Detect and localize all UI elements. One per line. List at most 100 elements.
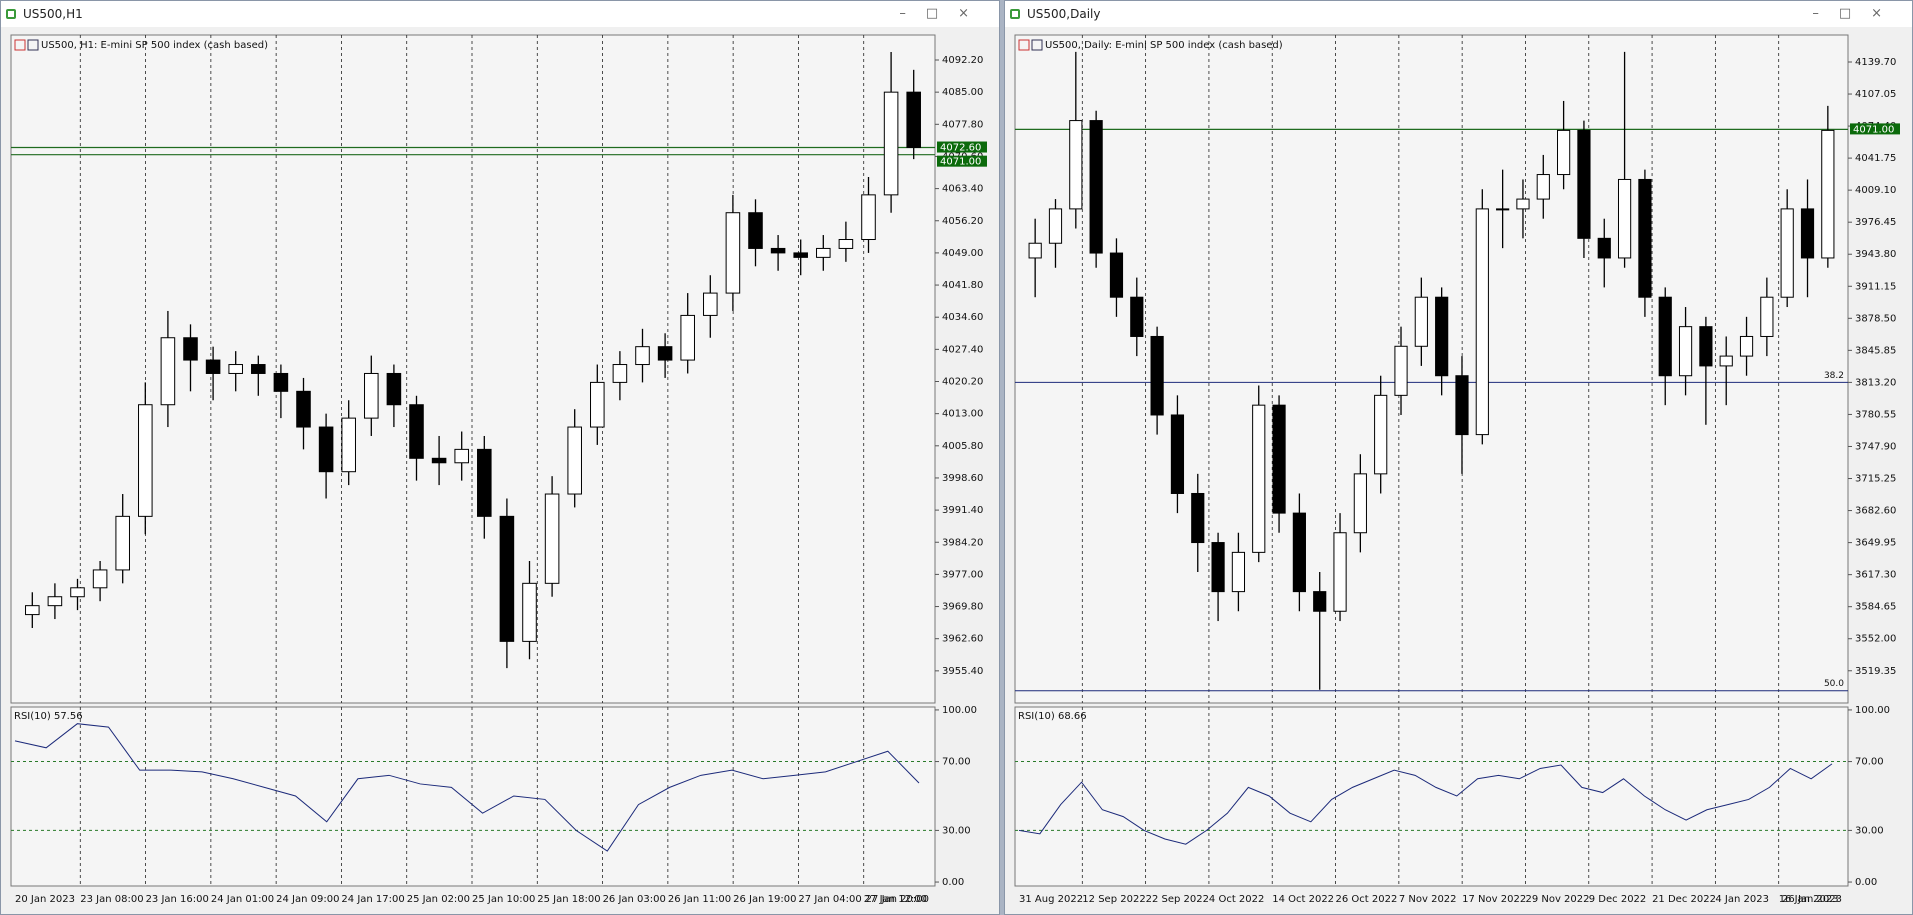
candle-body — [160, 337, 176, 406]
candle-body — [906, 91, 921, 149]
candle-body — [92, 569, 108, 589]
time-label: 25 Jan 02:00 — [407, 894, 470, 905]
candle-body — [1028, 242, 1042, 259]
window-title: US500,H1 — [23, 7, 83, 21]
y-tick-label: 4020.20 — [942, 377, 983, 388]
rsi-label: RSI(10) 57.56 — [14, 711, 83, 722]
candle-body — [1150, 335, 1164, 416]
candle-body — [816, 247, 831, 258]
candle-body — [612, 364, 628, 383]
chart-header: US500, H1: E-mini SP 500 index (cash bas… — [41, 40, 268, 51]
time-label: 25 Jan 18:00 — [537, 894, 600, 905]
fibo-label: 38.2 — [1824, 371, 1844, 381]
time-label: 14 Oct 2022 — [1272, 894, 1334, 905]
candle-body — [1272, 404, 1286, 514]
header-icon — [14, 39, 26, 51]
rsi-pane — [1014, 706, 1849, 887]
window: US500,Daily –□× 31 Aug 2022 12 Sep 2022 22 … — [1004, 0, 1913, 915]
time-label: 26 Jan 03:00 — [603, 894, 666, 905]
candle-body — [1455, 375, 1469, 436]
candle-body — [499, 515, 515, 642]
window-buttons[interactable]: –□× — [1812, 6, 1902, 21]
y-tick-label: 3715.25 — [1855, 474, 1896, 485]
candle-body — [1211, 542, 1225, 593]
price-level-box — [937, 155, 987, 167]
candle-body — [1719, 355, 1733, 367]
candle-body — [770, 247, 786, 254]
candle-body — [1353, 473, 1367, 534]
candle-body — [477, 448, 492, 517]
candle-body — [1414, 296, 1428, 347]
candle-body — [205, 359, 221, 374]
candle-body — [680, 314, 695, 361]
candle-body — [1374, 394, 1388, 475]
candle-body — [183, 337, 198, 361]
candle-body — [1557, 129, 1571, 176]
candle-body — [228, 364, 243, 374]
time-label: 31 Aug 2022 — [1019, 894, 1083, 905]
title-bar[interactable]: US500,Daily –□× — [1005, 1, 1912, 27]
candle-body — [1089, 120, 1103, 254]
price-level-box — [937, 141, 987, 153]
candle-body — [115, 515, 130, 571]
fibo-label: 50.0 — [1824, 679, 1844, 689]
candle-body — [793, 252, 808, 258]
rsi-tick-label: 0.00 — [1855, 877, 1877, 888]
rsi-tick-label: 100.00 — [942, 705, 977, 716]
candle-body — [1394, 345, 1408, 396]
window-title: US500,Daily — [1027, 7, 1101, 21]
y-tick-label: 3962.60 — [942, 634, 983, 645]
window: US500,H1 –□× 20 Jan 2023 23 Jan 08:00 23 Ja… — [0, 0, 1000, 915]
window-buttons[interactable]: –□× — [899, 6, 989, 21]
candle-body — [1252, 404, 1266, 553]
time-label: 9 Dec 2022 — [1589, 894, 1647, 905]
rsi-line — [14, 723, 920, 852]
title-bar[interactable]: US500,H1 –□× — [1, 1, 999, 27]
time-label: 26 Jan 11:00 — [668, 894, 731, 905]
candle-body — [1191, 492, 1205, 544]
rsi-pane — [10, 706, 936, 887]
y-tick-label: 4009.10 — [1855, 185, 1896, 196]
y-tick-label: 4056.20 — [942, 216, 983, 227]
price-level-label: 4071.00 — [1853, 124, 1894, 135]
candle-body — [1821, 129, 1835, 259]
price-level-label: 4072.60 — [940, 143, 981, 154]
y-tick-label: 3519.35 — [1855, 666, 1896, 677]
rsi-label: RSI(10) 68.66 — [1018, 711, 1087, 722]
candle-body — [1760, 296, 1774, 337]
candle-body — [725, 212, 741, 294]
time-label: 26 Jan 19:00 — [733, 894, 796, 905]
time-label: 12 Sep 2022 — [1082, 894, 1145, 905]
candle-body — [657, 346, 673, 361]
candle-body — [454, 448, 469, 464]
y-tick-label: 3617.30 — [1855, 570, 1896, 581]
candle-body — [1536, 174, 1550, 200]
rsi-tick-label: 30.00 — [1855, 825, 1884, 836]
candle-body — [590, 381, 605, 428]
time-label: 24 Jan 01:00 — [211, 894, 274, 905]
candle-body — [1658, 296, 1672, 377]
candle-body — [1699, 326, 1713, 367]
candle-body — [1292, 512, 1306, 593]
y-tick-label: 3984.20 — [942, 537, 983, 548]
time-label: 21 Dec 2022 — [1652, 894, 1716, 905]
y-tick-label: 4027.40 — [942, 344, 983, 355]
y-tick-label: 3845.85 — [1855, 345, 1896, 356]
y-tick-label: 3943.80 — [1855, 249, 1896, 260]
candle-body — [1069, 120, 1083, 210]
candle-body — [273, 372, 289, 392]
candle-body — [1048, 208, 1063, 244]
y-tick-label: 3911.15 — [1855, 281, 1896, 292]
y-tick-label: 4049.00 — [942, 248, 983, 259]
candle-body — [431, 457, 447, 464]
y-tick-label: 3747.90 — [1855, 441, 1896, 452]
candle-body — [522, 582, 537, 642]
candle-body — [1231, 551, 1246, 593]
y-tick-label: 3878.50 — [1855, 313, 1896, 324]
chart: 20 Jan 2023 23 Jan 08:00 23 Jan 16:00 24 Ja… — [10, 34, 987, 905]
candle-body — [47, 596, 63, 607]
time-label: 27 Jan 04:00 — [798, 894, 861, 905]
time-label: 29 Nov 2022 — [1525, 894, 1589, 905]
y-tick-label: 4139.70 — [1855, 57, 1896, 68]
candle-body — [1638, 178, 1652, 298]
